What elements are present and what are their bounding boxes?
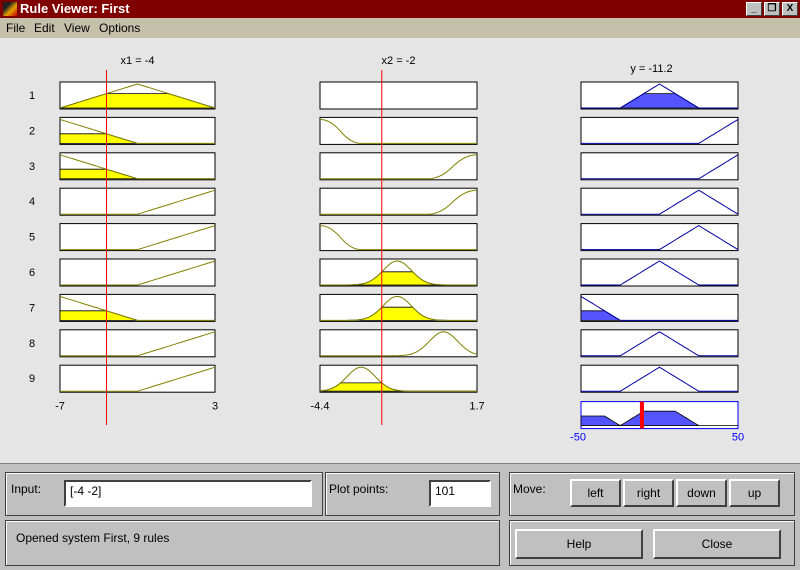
move-panel: Move: left right down up: [509, 472, 795, 516]
input-mf-curve: [59, 118, 215, 144]
input-mf-box: [59, 258, 216, 287]
input-mf-box: [59, 329, 216, 358]
input-label-x2: x2 = -2: [382, 55, 416, 67]
output-mf-curve: [581, 189, 739, 215]
input-mf-curve: [319, 366, 477, 392]
input-mf-curve: [59, 83, 216, 109]
input-label-x1: x1 = -4: [121, 55, 155, 67]
input-mf-curve: [319, 225, 477, 251]
output-mf-box: [580, 152, 739, 181]
input-mf-curve: [60, 225, 216, 251]
input-mf-curve: [320, 260, 477, 286]
minimize-button[interactable]: _: [746, 2, 762, 16]
move-up-button[interactable]: up: [729, 479, 780, 507]
input-mf-box: [319, 116, 478, 145]
input-panel: Input: [-4 -2]: [5, 472, 323, 516]
input-mf-curve: [320, 295, 477, 321]
input-field[interactable]: [-4 -2]: [64, 480, 312, 507]
input-mf-curve: [60, 331, 216, 357]
rule-number: 4: [29, 196, 35, 208]
input-mf-curve: [320, 189, 477, 215]
aggregate-output-fill: [580, 410, 738, 427]
output-mf-curve: [580, 295, 738, 321]
input-mf-curve: [59, 154, 215, 180]
plot-points-panel: Plot points: 101: [325, 472, 500, 516]
input-mf-box: [59, 223, 216, 252]
help-button[interactable]: Help: [515, 529, 643, 559]
input-label: Input:: [11, 482, 42, 496]
restore-button[interactable]: ❐: [764, 2, 780, 16]
output-mf-box: [580, 187, 739, 216]
input-mf-box: [319, 81, 478, 110]
input-mf-curve: [320, 154, 477, 180]
input-mf-curve: [60, 366, 216, 392]
axis-min-label: -7: [55, 401, 65, 413]
input-mf-curve: [60, 189, 216, 215]
close-window-button[interactable]: X: [782, 2, 798, 16]
output-mf-curve: [581, 366, 738, 392]
rule-number: 8: [29, 338, 35, 350]
menu-edit[interactable]: Edit: [34, 21, 55, 35]
rule-number: 5: [29, 232, 35, 244]
output-mf-curve: [581, 83, 738, 109]
move-label: Move:: [513, 482, 546, 496]
rule-number: 3: [29, 161, 35, 173]
rule-number: 1: [29, 90, 35, 102]
status-text: Opened system First, 9 rules: [16, 531, 170, 545]
input-mf-box: [319, 329, 478, 358]
window-title: Rule Viewer: First: [20, 1, 130, 16]
move-left-button[interactable]: left: [570, 479, 621, 507]
axis-max-label: 1.7: [469, 401, 484, 413]
axis-min-label: -4.4: [311, 401, 330, 413]
status-panel: Opened system First, 9 rules: [5, 520, 500, 566]
output-mf-box: [580, 116, 739, 145]
input-mf-curve: [319, 118, 477, 144]
output-mf-box: [580, 364, 739, 393]
input-mf-curve: [320, 331, 478, 357]
rule-plot-area: 1 2 3 4 5 6 7 8 9 x1 = -4 -7 3 x2 = -2 -4.4 1.7 y = -11…: [29, 55, 744, 444]
move-right-button[interactable]: right: [623, 479, 674, 507]
rule-number: 6: [29, 267, 35, 279]
output-mf-box: [580, 329, 739, 358]
menu-bar: File Edit View Options: [0, 18, 800, 38]
rule-number: 7: [29, 302, 35, 314]
matlab-icon: [3, 2, 17, 16]
menu-options[interactable]: Options: [99, 21, 141, 35]
control-panel: Input: [-4 -2] Plot points: 101 Move: le…: [0, 463, 800, 570]
menu-view[interactable]: View: [64, 21, 90, 35]
input-mf-box: [319, 223, 478, 252]
move-down-button[interactable]: down: [676, 479, 727, 507]
output-mf-box: [580, 258, 739, 287]
output-mf-curve: [581, 331, 738, 357]
output-mf-box: [580, 223, 739, 252]
output-mf-curve: [581, 118, 739, 144]
input-mf-curve: [60, 260, 216, 286]
input-mf-box: [319, 152, 478, 181]
output-mf-curve: [581, 260, 738, 286]
output-axis-min-label: -50: [570, 432, 586, 444]
output-axis-max-label: 50: [732, 432, 744, 444]
rule-number: 2: [29, 125, 35, 137]
input-mf-curve: [59, 295, 215, 321]
output-mf-curve: [581, 154, 739, 180]
input-mf-box: [59, 187, 216, 216]
input-mf-box: [59, 364, 216, 393]
input-mf-box: [319, 187, 478, 216]
plot-points-label: Plot points:: [329, 482, 389, 496]
plot-points-field[interactable]: 101: [429, 480, 491, 507]
title-bar: Rule Viewer: First _ ❐ X: [0, 0, 800, 18]
close-button[interactable]: Close: [653, 529, 781, 559]
output-mf-curve: [581, 225, 739, 251]
menu-file[interactable]: File: [6, 21, 26, 35]
output-label: y = -11.2: [630, 63, 672, 75]
action-panel: Help Close: [509, 520, 795, 566]
rule-number: 9: [29, 373, 35, 385]
axis-max-label: 3: [212, 401, 218, 413]
